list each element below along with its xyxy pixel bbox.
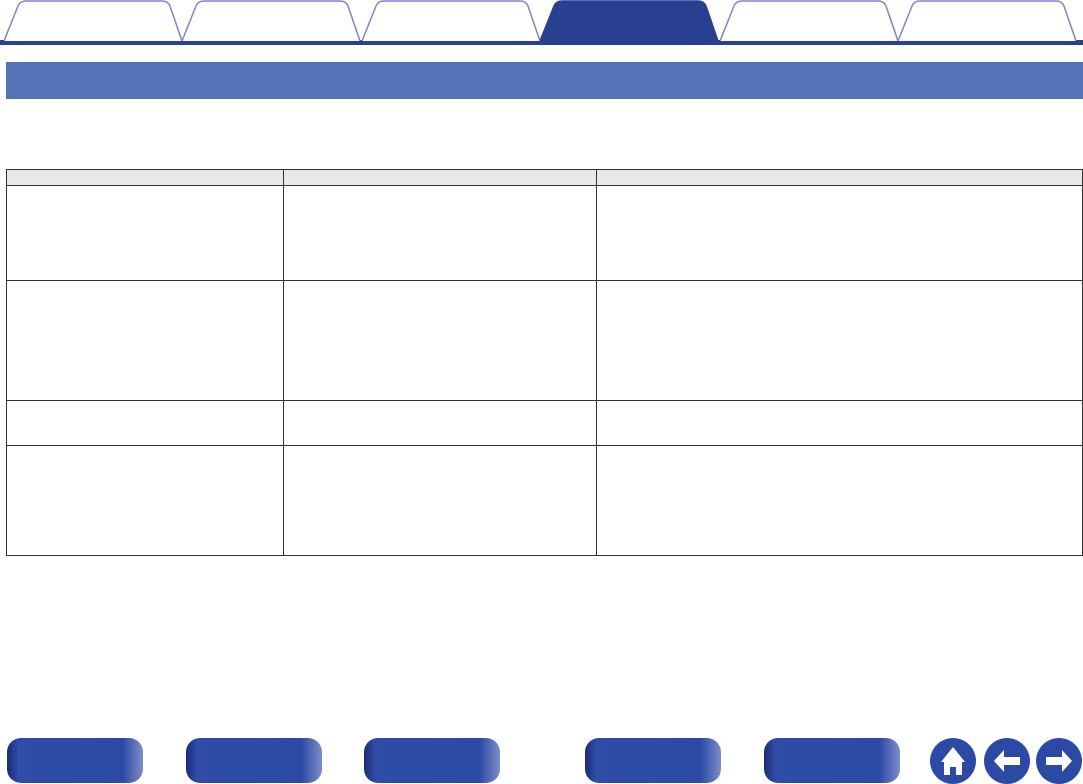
table-header-row [6,169,1083,186]
tab-3[interactable] [362,0,542,41]
table-cell [596,445,1083,556]
arrow-left-icon [994,750,1020,772]
table-cell [6,185,284,281]
tab-6[interactable] [898,0,1078,41]
table-cell [596,185,1083,281]
table-cell [283,185,597,281]
table-cell [283,400,597,446]
table-cell [6,445,284,556]
tab-5[interactable] [720,0,900,41]
arrow-right-icon [1046,750,1072,772]
arrow-left-button[interactable] [984,738,1030,784]
info-table [6,169,1083,556]
table-row [6,400,1083,446]
footer-button-5[interactable] [764,738,900,783]
arrow-right-button[interactable] [1036,738,1082,784]
home-icon [941,747,965,775]
table-row [6,185,1083,281]
tab-1[interactable] [4,0,184,41]
home-button[interactable] [930,738,976,784]
tab-underline [0,40,1083,45]
table-cell [596,400,1083,446]
footer-button-4[interactable] [585,738,721,783]
column-header [6,169,284,186]
tab-2[interactable] [182,0,362,41]
table-row [6,280,1083,401]
table-cell [283,445,597,556]
table-cell [596,280,1083,401]
table-cell [6,280,284,401]
column-header [596,169,1083,186]
column-header [283,169,597,186]
table-cell [6,400,284,446]
footer-button-2[interactable] [186,738,322,783]
table-row [6,445,1083,556]
footer-button-1[interactable] [7,738,143,783]
tab-bar [0,0,1083,46]
table-cell [283,280,597,401]
section-title [6,62,1083,99]
tab-4[interactable] [540,0,720,41]
footer-button-3[interactable] [364,738,500,783]
